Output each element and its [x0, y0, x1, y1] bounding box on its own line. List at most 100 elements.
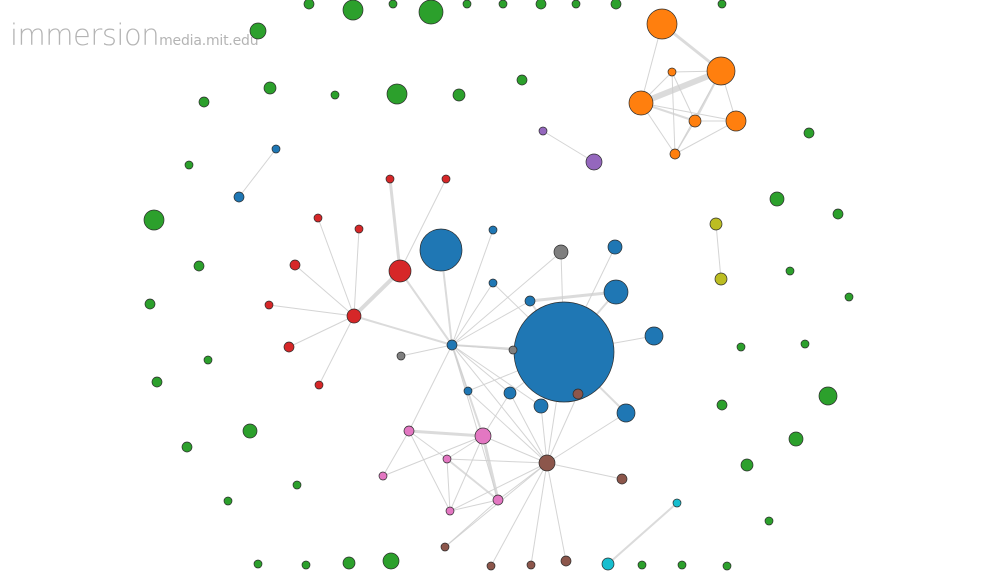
contact-node-green[interactable] [785, 266, 795, 276]
contact-node-orange[interactable] [725, 110, 747, 132]
contact-node-blue[interactable] [446, 339, 458, 351]
contact-node-green[interactable] [788, 431, 804, 447]
contact-node-red[interactable] [354, 224, 364, 234]
contact-node-blue[interactable] [513, 301, 615, 403]
contact-node-brown[interactable] [526, 560, 536, 570]
contact-node-green[interactable] [223, 496, 233, 506]
contact-node-green[interactable] [418, 0, 444, 25]
contact-node-green[interactable] [263, 81, 277, 95]
contact-node-blue[interactable] [488, 225, 498, 235]
contact-node-green[interactable] [832, 208, 844, 220]
contact-node-gray[interactable] [508, 345, 518, 355]
contact-node-red[interactable] [264, 300, 274, 310]
contact-node-pink[interactable] [378, 471, 388, 481]
contact-node-green[interactable] [764, 516, 774, 526]
contact-node-gray[interactable] [553, 244, 569, 260]
contact-node-red[interactable] [289, 259, 301, 271]
contact-node-red[interactable] [346, 308, 362, 324]
contact-node-green[interactable] [143, 209, 165, 231]
contact-node-orange[interactable] [667, 67, 677, 77]
contact-node-blue[interactable] [271, 144, 281, 154]
contact-nodes[interactable] [143, 0, 854, 571]
contact-node-blue[interactable] [488, 278, 498, 288]
contact-node-green[interactable] [151, 376, 163, 388]
contact-node-green[interactable] [203, 355, 213, 365]
contact-node-green[interactable] [803, 127, 815, 139]
contact-node-green[interactable] [193, 260, 205, 272]
contact-node-green[interactable] [610, 0, 622, 10]
contact-node-green[interactable] [386, 83, 408, 105]
contact-node-red[interactable] [441, 174, 451, 184]
contact-node-orange[interactable] [688, 114, 702, 128]
contact-node-brown[interactable] [572, 388, 584, 400]
contact-node-green[interactable] [249, 22, 267, 40]
contact-node-blue[interactable] [463, 386, 473, 396]
contact-node-cyan[interactable] [672, 498, 682, 508]
contact-node-brown[interactable] [616, 473, 628, 485]
contact-node-green[interactable] [452, 88, 466, 102]
contact-node-red[interactable] [283, 341, 295, 353]
contact-node-green[interactable] [342, 556, 356, 570]
contact-node-blue[interactable] [616, 403, 636, 423]
contact-node-blue[interactable] [524, 295, 536, 307]
contact-node-blue[interactable] [644, 326, 664, 346]
contact-node-orange[interactable] [669, 148, 681, 160]
contact-node-olive[interactable] [714, 272, 728, 286]
contact-node-green[interactable] [184, 160, 194, 170]
contact-node-green[interactable] [382, 552, 400, 570]
contact-node-green[interactable] [181, 441, 193, 453]
contact-node-pink[interactable] [442, 454, 452, 464]
contact-node-green[interactable] [637, 560, 647, 570]
contact-node-red[interactable] [388, 259, 412, 283]
contact-node-green[interactable] [242, 423, 258, 439]
contact-node-cyan[interactable] [601, 557, 615, 571]
contact-node-olive[interactable] [709, 217, 723, 231]
contact-node-orange[interactable] [628, 90, 654, 116]
contact-node-orange[interactable] [646, 8, 678, 40]
contact-node-green[interactable] [800, 339, 810, 349]
contact-node-red[interactable] [314, 380, 324, 390]
contact-node-green[interactable] [677, 560, 687, 570]
contact-node-green[interactable] [516, 74, 528, 86]
contact-node-green[interactable] [571, 0, 581, 9]
contact-node-blue[interactable] [233, 191, 245, 203]
contact-node-gray[interactable] [396, 351, 406, 361]
contact-node-green[interactable] [844, 292, 854, 302]
contact-node-green[interactable] [342, 0, 364, 21]
contact-node-red[interactable] [385, 174, 395, 184]
contact-node-brown[interactable] [440, 542, 450, 552]
contact-node-green[interactable] [388, 0, 398, 9]
contact-node-pink[interactable] [403, 425, 415, 437]
contact-node-blue[interactable] [533, 398, 549, 414]
contact-node-green[interactable] [253, 559, 263, 569]
contact-node-pink[interactable] [445, 506, 455, 516]
contact-node-blue[interactable] [503, 386, 517, 400]
contact-node-green[interactable] [769, 191, 785, 207]
contact-node-purple[interactable] [585, 153, 603, 171]
contact-node-green[interactable] [198, 96, 210, 108]
contact-node-red[interactable] [313, 213, 323, 223]
contact-node-green[interactable] [462, 0, 472, 9]
contact-node-blue[interactable] [607, 239, 623, 255]
contact-node-green[interactable] [498, 0, 508, 9]
contact-node-green[interactable] [740, 458, 754, 472]
contact-node-green[interactable] [330, 90, 340, 100]
contact-node-brown[interactable] [486, 561, 496, 571]
contact-node-green[interactable] [717, 0, 727, 9]
contact-node-brown[interactable] [538, 454, 556, 472]
contact-node-green[interactable] [818, 386, 838, 406]
contact-node-purple[interactable] [538, 126, 548, 136]
contact-node-green[interactable] [301, 560, 311, 570]
contact-node-orange[interactable] [706, 56, 736, 86]
contact-node-green[interactable] [716, 399, 728, 411]
contact-node-blue[interactable] [419, 228, 463, 272]
contact-node-pink[interactable] [474, 427, 492, 445]
contact-node-green[interactable] [535, 0, 547, 10]
contact-node-blue[interactable] [603, 279, 629, 305]
contact-node-pink[interactable] [492, 494, 504, 506]
contact-node-green[interactable] [722, 561, 732, 571]
contact-node-green[interactable] [736, 342, 746, 352]
contact-node-brown[interactable] [560, 555, 572, 567]
contact-node-green[interactable] [292, 480, 302, 490]
